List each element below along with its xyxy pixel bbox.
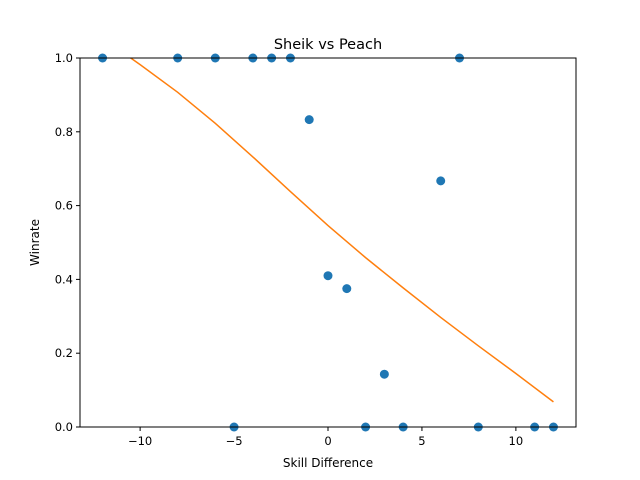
scatter-point	[379, 369, 389, 379]
fit-curve	[129, 58, 554, 403]
x-tick-label: −5	[226, 434, 243, 448]
scatter-point	[342, 284, 352, 294]
y-tick-label: 0.2	[55, 346, 73, 360]
y-tick-label: 0.8	[55, 125, 73, 139]
y-tick-label: 1.0	[55, 51, 73, 65]
x-tick-label: −10	[128, 434, 152, 448]
x-tick-label: 0	[324, 434, 331, 448]
y-axis-ticks: 0.0 0.2 0.4 0.6 0.8 1.0	[55, 51, 80, 434]
x-axis-label: Skill Difference	[283, 456, 373, 470]
scatter-point	[304, 115, 314, 125]
y-axis-label: Winrate	[28, 219, 42, 266]
scatter-point	[436, 176, 446, 186]
x-tick-label: 10	[509, 434, 524, 448]
fit-curve-layer	[129, 58, 554, 403]
y-tick-label: 0.4	[55, 272, 73, 286]
plot-frame	[79, 57, 577, 428]
scatter-point	[323, 271, 333, 281]
x-axis-ticks: −10 −5 0 5 10	[128, 427, 523, 448]
y-tick-label: 0.0	[55, 420, 73, 434]
chart-title: Sheik vs Peach	[274, 37, 382, 53]
y-tick-label: 0.6	[55, 199, 73, 213]
x-tick-label: 5	[418, 434, 425, 448]
